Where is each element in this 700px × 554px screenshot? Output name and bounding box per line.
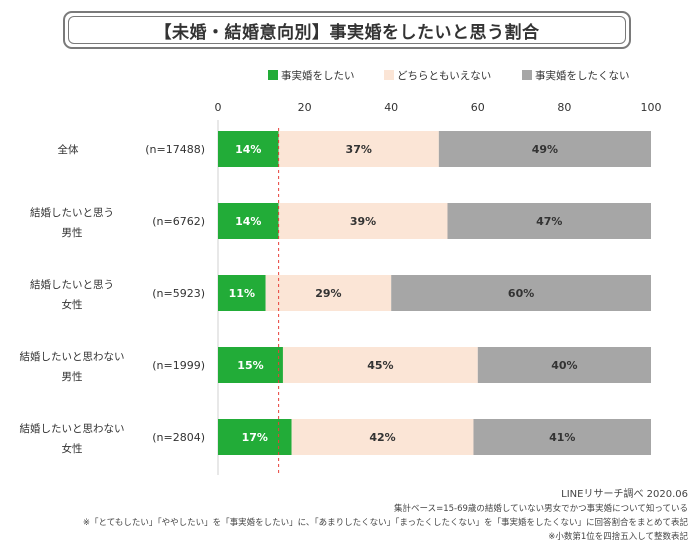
rounding-note: ※小数第1位を四捨五入して整数表記 (548, 532, 688, 542)
data-label-0-1: 37% (346, 143, 372, 156)
data-label-2-1: 29% (315, 287, 341, 300)
data-label-1-1: 39% (350, 215, 376, 228)
x-tick-label-1: 20 (298, 101, 312, 114)
category-label-3-line2: 男性 (62, 370, 83, 383)
category-label-1-line2: 男性 (62, 226, 83, 239)
bar-3-1 (282, 347, 478, 383)
data-label-3-2: 40% (551, 359, 577, 372)
legend-label-0: 事実婚をしたい (281, 69, 355, 82)
category-n-4: (n=2804) (152, 431, 205, 444)
legend-swatch-2 (522, 70, 532, 80)
data-label-3-1: 45% (367, 359, 393, 372)
bar-4-1 (291, 419, 474, 455)
bar-4-0 (218, 419, 292, 455)
bar-2-1 (265, 275, 392, 311)
bar-0-1 (278, 131, 439, 167)
data-label-1-2: 47% (536, 215, 562, 228)
category-n-2: (n=5923) (152, 287, 205, 300)
bar-2-2 (391, 275, 651, 311)
data-label-4-1: 42% (369, 431, 395, 444)
source-credit: LINEリサーチ調べ 2020.06 (561, 489, 688, 500)
category-label-0: 全体 (58, 143, 79, 156)
data-label-3-0: 15% (237, 359, 263, 372)
category-label-2-line2: 女性 (62, 298, 83, 311)
category-label-4-line2: 女性 (62, 442, 83, 455)
category-n-3: (n=1999) (152, 359, 205, 372)
bar-3-0 (218, 347, 283, 383)
x-tick-label-3: 60 (471, 101, 485, 114)
data-label-4-2: 41% (549, 431, 575, 444)
chart-title-box: 【未婚・結婚意向別】事実婚をしたいと思う割合 (63, 11, 631, 49)
category-label-3-line1: 結婚したいと思わない (20, 350, 125, 363)
legend-swatch-1 (384, 70, 394, 80)
aggregation-note: ※「とてもしたい」「ややしたい」を「事実婚をしたい」に、「あまりしたくない」「ま… (82, 518, 688, 528)
x-tick-label-2: 40 (384, 101, 398, 114)
category-label-2-line1: 結婚したいと思う (30, 278, 114, 291)
legend-swatch-0 (268, 70, 278, 80)
data-label-4-0: 17% (242, 431, 268, 444)
data-label-2-0: 11% (229, 287, 255, 300)
bar-4-2 (473, 419, 651, 455)
legend-label-2: 事実婚をしたくない (535, 69, 630, 82)
bar-1-0 (218, 203, 279, 239)
category-n-0: (n=17488) (145, 143, 205, 156)
bar-2-0 (218, 275, 266, 311)
legend-label-1: どちらともいえない (397, 70, 491, 82)
category-n-1: (n=6762) (152, 215, 205, 228)
survey-base-note: 集計ベース=15-69歳の結婚していない男女でかつ事実婚について知っている (394, 504, 688, 514)
x-tick-label-0: 0 (215, 101, 222, 114)
x-tick-label-4: 80 (557, 101, 571, 114)
data-label-0-2: 49% (532, 143, 558, 156)
bar-3-2 (477, 347, 651, 383)
data-label-0-0: 14% (235, 143, 261, 156)
bar-0-2 (438, 131, 651, 167)
footnotes: LINEリサーチ調べ 2020.06 集計ベース=15-69歳の結婚していない男… (83, 488, 688, 544)
category-label-4-line1: 結婚したいと思わない (20, 422, 125, 435)
data-label-2-2: 60% (508, 287, 534, 300)
bar-1-2 (447, 203, 651, 239)
data-label-1-0: 14% (235, 215, 261, 228)
bar-0-0 (218, 131, 279, 167)
bar-1-1 (278, 203, 448, 239)
x-tick-label-5: 100 (641, 101, 662, 114)
category-label-1-line1: 結婚したいと思う (30, 206, 114, 219)
